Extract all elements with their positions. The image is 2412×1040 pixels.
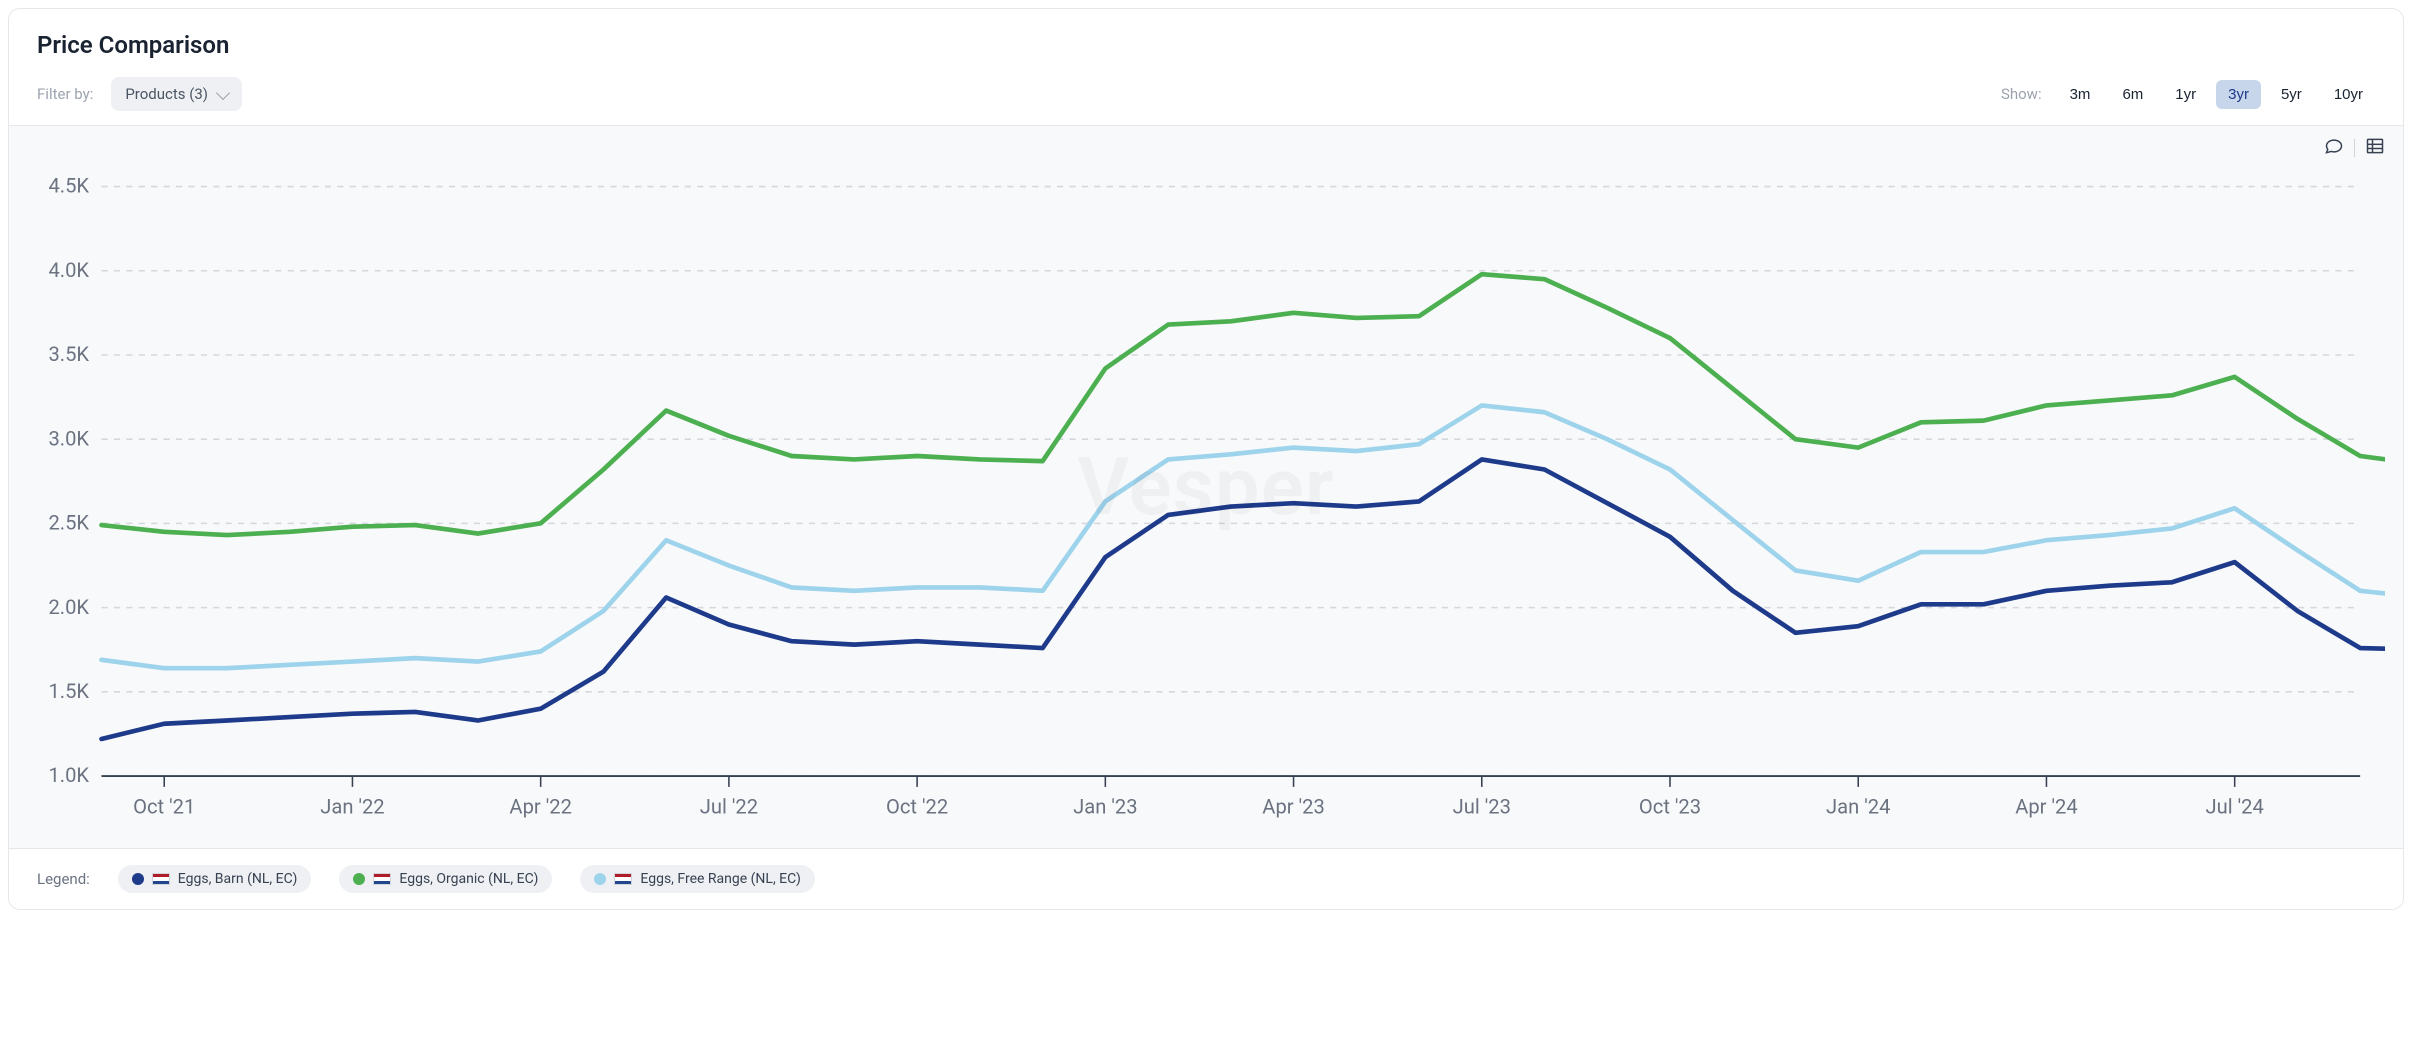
price-comparison-card: Price Comparison Filter by: Products (3)… [8,8,2404,910]
svg-text:Oct '22: Oct '22 [886,794,948,818]
flag-nl-icon [373,873,391,885]
svg-text:4.5K: 4.5K [48,174,89,198]
svg-text:2.0K: 2.0K [48,595,89,619]
svg-text:1.0K: 1.0K [48,763,89,787]
card-title: Price Comparison [37,31,2375,59]
legend-item-label: Eggs, Organic (NL, EC) [399,871,538,887]
svg-text:Jul '22: Jul '22 [700,794,758,818]
legend-item-organic[interactable]: Eggs, Organic (NL, EC) [339,865,552,893]
series-line-organic [101,274,2385,535]
legend-row: Legend: Eggs, Barn (NL, EC) Eggs, Organic… [9,848,2403,909]
card-header: Price Comparison Filter by: Products (3)… [9,9,2403,125]
svg-text:Jul '24: Jul '24 [2206,794,2264,818]
legend-label: Legend: [37,870,90,888]
legend-item-label: Eggs, Free Range (NL, EC) [640,871,801,887]
svg-text:3.0K: 3.0K [48,426,89,450]
swatch-icon [353,873,365,885]
range-label: Show: [2001,85,2042,103]
swatch-icon [594,873,606,885]
comment-icon[interactable] [2324,136,2344,160]
svg-text:Jan '24: Jan '24 [1826,794,1890,818]
svg-text:Apr '24: Apr '24 [2015,794,2077,818]
range-btn-10yr[interactable]: 10yr [2322,80,2375,109]
swatch-icon [132,873,144,885]
legend-item-barn[interactable]: Eggs, Barn (NL, EC) [118,865,312,893]
svg-text:2.5K: 2.5K [48,511,89,535]
svg-text:Jul '23: Jul '23 [1453,794,1511,818]
range-btn-1yr[interactable]: 1yr [2163,80,2208,109]
range-btn-5yr[interactable]: 5yr [2269,80,2314,109]
dropdown-label: Products (3) [125,85,208,103]
chart-area: Vesper 1.0K1.5K2.0K2.5K3.0K3.5K4.0K4.5KO… [9,125,2403,848]
filter-group: Filter by: Products (3) [37,77,242,111]
range-selector: Show: 3m6m 1yr 3yr 5yr 10yr [2001,80,2375,109]
flag-nl-icon [152,873,170,885]
svg-text:Oct '23: Oct '23 [1639,794,1701,818]
svg-text:Apr '23: Apr '23 [1262,794,1324,818]
line-chart: 1.0K 1.5K 2.0K 2.5K 3.0K 3.5K 4.0K 4.5K Oct '21 J… [27,140,2385,838]
svg-text:Apr '22: Apr '22 [509,794,571,818]
controls-row: Filter by: Products (3) Show: 3m6m 1yr 3yr… [37,77,2375,111]
products-dropdown[interactable]: Products (3) [111,77,242,111]
flag-nl-icon [614,873,632,885]
range-btn-3m[interactable]: 3m [2058,80,2103,109]
svg-text:Oct '21: Oct '21 [133,794,195,818]
series-line-freerange [101,405,2385,668]
svg-text:1.5K: 1.5K [48,679,89,703]
legend-item-freerange[interactable]: Eggs, Free Range (NL, EC) [580,865,815,893]
legend-item-label: Eggs, Barn (NL, EC) [178,871,298,887]
series-line-barn [101,459,2385,739]
svg-text:Jan '23: Jan '23 [1073,794,1137,818]
chart-toolbar [2324,136,2385,160]
toolbar-divider [2354,139,2355,157]
svg-text:3.5K: 3.5K [48,342,89,366]
svg-text:Jan '22: Jan '22 [320,794,384,818]
svg-text:4.0K: 4.0K [48,258,89,282]
table-view-icon[interactable] [2365,136,2385,160]
range-btn-3yr[interactable]: 3yr [2216,80,2261,109]
range-btn-6m[interactable]: 6m [2110,80,2155,109]
chevron-down-icon [216,85,230,99]
filter-label: Filter by: [37,85,93,103]
